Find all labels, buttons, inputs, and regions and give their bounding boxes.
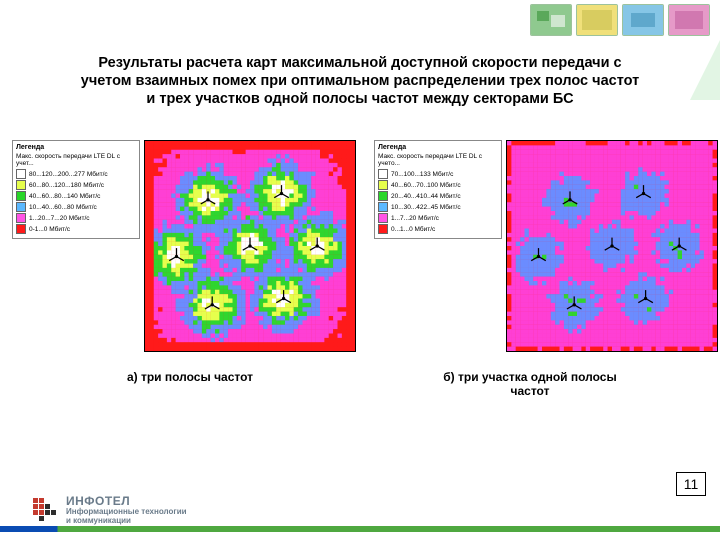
logo-name: ИНФОТЕЛ	[66, 494, 187, 508]
legend-label: 40...60...70..100 Мбит/с	[391, 182, 461, 189]
legend-swatch	[16, 213, 26, 223]
legend-label: 80...120...200...277 Мбит/с	[29, 171, 108, 178]
legend-swatch	[378, 213, 388, 223]
legend-subtitle: Макс. скорость передачи LTE DL с учето..…	[378, 153, 498, 167]
logo-text: ИНФОТЕЛ Информационные технологиии комму…	[66, 494, 187, 526]
legend-row: 1...7...20 Мбит/с	[378, 213, 498, 223]
top-thumbnail-row	[530, 4, 710, 36]
legend-row: 20...40...410..44 Мбит/с	[378, 191, 498, 201]
footer-stripe	[0, 526, 720, 532]
heatmap-a	[144, 140, 356, 352]
legend-title: Легенда	[378, 144, 498, 151]
legend-subtitle: Макс. скорость передачи LTE DL с учет...	[16, 153, 136, 167]
legend-swatch	[16, 191, 26, 201]
caption-b: б) три участка одной полосычастот	[360, 370, 700, 399]
logo-icon	[32, 497, 58, 523]
legend-swatch	[378, 202, 388, 212]
logo-tagline: Информационные технологиии коммуникации	[66, 508, 187, 526]
legend-swatch	[16, 224, 26, 234]
legend-row: 80...120...200...277 Мбит/с	[16, 169, 136, 179]
slide-title: Результаты расчета карт максимальной дос…	[20, 54, 700, 108]
top-thumbnail	[576, 4, 618, 36]
panel-b: Легенда Макс. скорость передачи LTE DL с…	[374, 140, 718, 352]
top-thumbnail	[530, 4, 572, 36]
top-thumbnail	[622, 4, 664, 36]
legend-row: 0...1...0 Мбит/с	[378, 224, 498, 234]
company-logo: ИНФОТЕЛ Информационные технологиии комму…	[32, 494, 187, 526]
caption-a: а) три полосы частот	[20, 370, 360, 384]
legend-label: 70...100...133 Мбит/с	[391, 171, 453, 178]
legend-row: 1...20...7...20 Мбит/с	[16, 213, 136, 223]
legend-row: 10...40...60...80 Мбит/с	[16, 202, 136, 212]
legend-label: 10...40...60...80 Мбит/с	[29, 204, 97, 211]
heatmap-b	[506, 140, 718, 352]
legend-swatch	[378, 224, 388, 234]
legend-label: 0...1...0 Мбит/с	[391, 226, 435, 233]
legend-label: 1...20...7...20 Мбит/с	[29, 215, 90, 222]
legend-label: 1...7...20 Мбит/с	[391, 215, 439, 222]
legend-a: Легенда Макс. скорость передачи LTE DL с…	[12, 140, 140, 239]
legend-b: Легенда Макс. скорость передачи LTE DL с…	[374, 140, 502, 239]
title-line: учетом взаимных помех при оптимальном ра…	[81, 73, 639, 89]
legend-label: 40...60...80...140 Мбит/с	[29, 193, 100, 200]
legend-row: 70...100...133 Мбит/с	[378, 169, 498, 179]
legend-swatch	[378, 180, 388, 190]
legend-label: 20...40...410..44 Мбит/с	[391, 193, 461, 200]
footer: ИНФОТЕЛ Информационные технологиии комму…	[0, 486, 720, 526]
panel-a: Легенда Макс. скорость передачи LTE DL с…	[12, 140, 356, 352]
legend-swatch	[16, 169, 26, 179]
legend-label: 0-1...0 Мбит/с	[29, 226, 70, 233]
legend-swatch	[16, 202, 26, 212]
legend-row: 60...80...120...180 Мбит/с	[16, 180, 136, 190]
legend-row: 0-1...0 Мбит/с	[16, 224, 136, 234]
legend-swatch	[378, 169, 388, 179]
legend-row: 40...60...80...140 Мбит/с	[16, 191, 136, 201]
legend-row: 40...60...70..100 Мбит/с	[378, 180, 498, 190]
page-number: 11	[676, 472, 706, 496]
legend-row: 10...30...422..45 Мбит/с	[378, 202, 498, 212]
legend-title: Легенда	[16, 144, 136, 151]
legend-swatch	[16, 180, 26, 190]
legend-swatch	[378, 191, 388, 201]
legend-label: 10...30...422..45 Мбит/с	[391, 204, 461, 211]
legend-label: 60...80...120...180 Мбит/с	[29, 182, 104, 189]
top-bar	[0, 0, 720, 46]
title-line: Результаты расчета карт максимальной дос…	[98, 55, 621, 71]
title-line: и трех участков одной полосы частот межд…	[146, 91, 573, 107]
top-thumbnail	[668, 4, 710, 36]
maps-row: Легенда Макс. скорость передачи LTE DL с…	[12, 140, 708, 352]
